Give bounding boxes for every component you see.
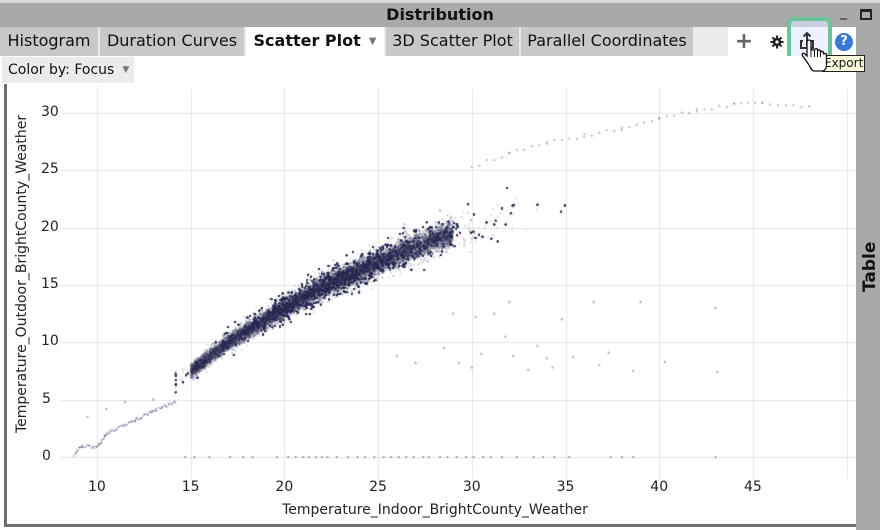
x-tick-label: 15 [181, 479, 200, 495]
x-tick-label: 35 [556, 479, 575, 495]
y-tick-label: 20 [41, 218, 59, 235]
table-sidebar-label: Table [860, 241, 880, 292]
panel-left-border [4, 84, 7, 524]
y-tick-label: 15 [41, 276, 59, 292]
x-tick-label: 45 [744, 479, 762, 495]
y-tick-label: 5 [42, 390, 51, 407]
x-tick-label: 25 [369, 479, 387, 495]
panel-bottom-border[interactable] [4, 524, 856, 527]
x-tick-label: 40 [650, 479, 669, 495]
x-tick-label: 20 [275, 479, 294, 495]
y-tick-label: 10 [41, 333, 59, 350]
y-tick-label: 30 [41, 104, 59, 120]
export-tooltip: Export [822, 55, 866, 72]
table-sidebar-tab[interactable]: Table [858, 80, 880, 530]
hand-cursor-icon [801, 39, 828, 72]
x-axis-label: Temperature_Indoor_BrightCounty_Weather [282, 502, 588, 518]
y-tick-label: 25 [41, 161, 59, 178]
y-axis-label: Temperature_Outdoor_BrightCounty_Weather [14, 114, 30, 433]
x-tick-label: 10 [88, 479, 106, 495]
x-tick-label: 30 [462, 479, 481, 495]
y-tick-label: 0 [42, 448, 51, 464]
